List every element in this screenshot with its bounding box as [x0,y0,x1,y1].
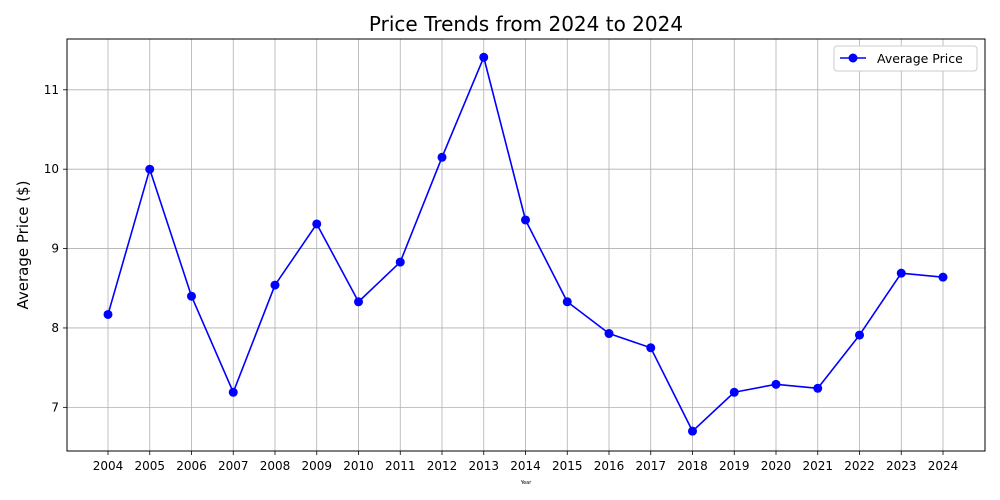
plot-frame [66,38,986,452]
x-tick-label: 2024 [928,459,959,473]
series-layer [103,52,948,436]
data-point [145,164,155,174]
data-point [521,215,530,225]
x-tick-label: 2005 [134,459,165,473]
legend-marker-swatch [848,53,858,63]
x-tick-label: 2006 [176,459,207,473]
x-tick-label: 2016 [594,459,625,473]
y-tick-label: 9 [51,242,59,256]
data-point [437,152,447,162]
data-point [479,52,489,62]
data-point [938,272,948,282]
data-point [562,297,572,307]
data-point [187,291,196,301]
x-tick-label: 2010 [343,459,374,473]
y-tick-label: 7 [51,400,59,414]
x-axis-ticks: 2004 2005 2006 2007 2008 2009 2010 2011 2012 2013… [93,451,959,473]
y-tick-label: 10 [44,162,59,176]
data-point [103,309,113,319]
x-tick-label: 2008 [260,459,291,473]
y-axis-ticks: 7 8 9 10 11 [44,83,67,414]
data-point [312,219,322,229]
x-tick-label: 2017 [635,459,666,473]
data-point [646,343,656,353]
x-tick-label: 2013 [468,459,499,473]
x-tick-label: 2004 [93,459,124,473]
data-point [228,387,238,397]
x-tick-label: 2023 [886,459,917,473]
x-axis-label: Year [520,480,533,486]
data-point [395,257,405,267]
legend: Average Price [833,45,978,72]
y-tick-label: 8 [51,321,59,335]
data-point [771,379,781,389]
x-tick-label: 2012 [427,459,458,473]
x-tick-label: 2019 [719,459,750,473]
data-point [813,383,823,393]
x-tick-label: 2009 [301,459,332,473]
x-tick-label: 2014 [510,459,541,473]
y-axis-label: Average Price ($) [14,181,32,310]
chart-title: Price Trends from 2024 to 2024 [369,12,683,36]
data-point [729,387,739,397]
x-tick-label: 2011 [385,459,416,473]
data-point [270,280,280,290]
grid-lines [67,39,985,451]
data-point [354,297,363,307]
x-tick-label: 2021 [802,459,833,473]
plot-background [67,39,985,451]
legend-box [833,45,978,72]
x-tick-label: 2018 [677,459,708,473]
x-tick-label: 2015 [552,459,583,473]
y-tick-label: 11 [44,83,59,97]
data-point [896,268,906,278]
data-point [604,329,614,339]
data-point [688,426,697,436]
x-tick-label: 2020 [761,459,792,473]
legend-label: Average Price [877,51,963,66]
data-point [855,330,864,340]
x-tick-label: 2007 [218,459,249,473]
x-tick-label: 2022 [844,459,875,473]
